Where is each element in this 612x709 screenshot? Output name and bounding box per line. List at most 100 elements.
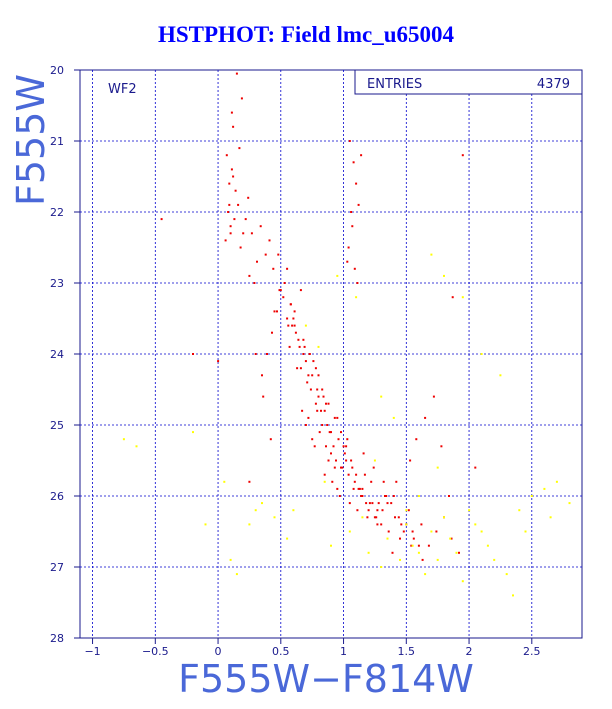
data-point: [350, 459, 353, 462]
data-point: [443, 516, 445, 519]
data-point: [254, 353, 257, 355]
data-point: [204, 523, 207, 526]
data-point: [474, 466, 477, 469]
data-point: [327, 459, 330, 462]
data-point: [299, 289, 302, 292]
data-point: [286, 267, 289, 270]
data-point: [480, 530, 483, 533]
data-point: [330, 452, 332, 455]
data-point: [254, 509, 257, 512]
data-point: [229, 225, 232, 228]
data-point: [430, 253, 433, 256]
data-point: [278, 289, 281, 292]
stats-box-frame: [354, 69, 583, 95]
y-tick-label: 23: [50, 277, 64, 290]
data-point: [311, 374, 314, 377]
x-tick-label: 1.5: [398, 645, 416, 658]
data-point: [410, 544, 413, 547]
x-tick-label: 0.5: [272, 645, 290, 658]
data-point: [356, 282, 359, 284]
data-point: [242, 232, 245, 235]
data-point: [287, 324, 290, 327]
data-point: [343, 452, 346, 455]
data-point: [366, 516, 369, 519]
data-point: [238, 147, 241, 150]
data-point: [293, 310, 296, 313]
data-point: [361, 516, 364, 519]
data-point: [286, 537, 289, 540]
y-tick-label: 24: [50, 348, 64, 361]
data-point: [276, 310, 278, 313]
data-point: [440, 445, 443, 448]
data-point: [232, 175, 235, 178]
data-point: [228, 182, 231, 185]
data-point: [296, 367, 299, 370]
data-point: [480, 353, 483, 355]
data-point: [436, 466, 439, 469]
data-point: [253, 282, 256, 284]
data-point: [368, 502, 371, 505]
data-point: [235, 72, 238, 75]
y-tick-label: 22: [50, 206, 64, 219]
data-point: [341, 466, 344, 469]
data-point: [299, 367, 302, 370]
data-point: [292, 509, 295, 512]
data-point: [323, 409, 326, 412]
data-point: [432, 395, 435, 398]
data-point: [256, 260, 258, 263]
data-points: [122, 72, 571, 597]
data-point: [340, 431, 342, 434]
y-tick-label: 28: [50, 632, 64, 645]
data-point: [306, 381, 309, 384]
data-point: [286, 317, 289, 320]
data-point: [340, 466, 342, 469]
x-tick-label: −1: [84, 645, 100, 658]
stats-label: ENTRIES: [367, 77, 422, 92]
data-point: [505, 573, 508, 576]
data-point: [321, 424, 324, 426]
data-point: [298, 345, 301, 348]
axis-ticks: −1 −0.5 0 0.5 1 1.5 2 2.5 20 21 22 23 24 25 26 27 28: [50, 64, 541, 658]
data-point: [272, 267, 275, 270]
page-title: HSTPHOT: Field lmc_u65004: [157, 22, 455, 47]
data-point: [370, 480, 373, 483]
x-tick-label: 2: [466, 645, 473, 658]
data-point: [289, 303, 292, 306]
data-point: [316, 388, 319, 391]
data-point: [237, 203, 240, 206]
data-point: [331, 480, 334, 483]
data-point: [435, 530, 438, 533]
data-point: [382, 480, 385, 483]
data-point: [352, 161, 355, 164]
data-point: [336, 416, 339, 419]
data-point: [273, 310, 276, 313]
data-point: [297, 338, 300, 341]
data-point: [530, 495, 533, 497]
data-point: [314, 402, 317, 405]
y-tick-label: 27: [50, 561, 64, 574]
data-point: [122, 438, 125, 441]
data-point: [377, 502, 380, 505]
data-point: [417, 551, 420, 554]
data-point: [229, 232, 232, 235]
plot-frame: [79, 69, 583, 639]
data-point: [229, 558, 232, 561]
data-point: [427, 544, 430, 547]
data-point: [415, 438, 418, 441]
data-point: [248, 274, 251, 277]
data-point: [233, 218, 236, 221]
data-point: [390, 502, 393, 505]
data-point: [392, 416, 395, 419]
data-point: [302, 338, 305, 341]
data-point: [524, 530, 527, 533]
data-point: [451, 296, 454, 299]
data-point: [192, 431, 194, 434]
data-point: [394, 516, 396, 519]
data-point: [268, 239, 271, 242]
data-point: [333, 416, 336, 419]
x-tick-label: 2.5: [523, 645, 541, 658]
data-point: [342, 445, 345, 448]
data-point: [309, 388, 312, 391]
data-point: [352, 487, 355, 490]
data-point: [391, 551, 394, 554]
